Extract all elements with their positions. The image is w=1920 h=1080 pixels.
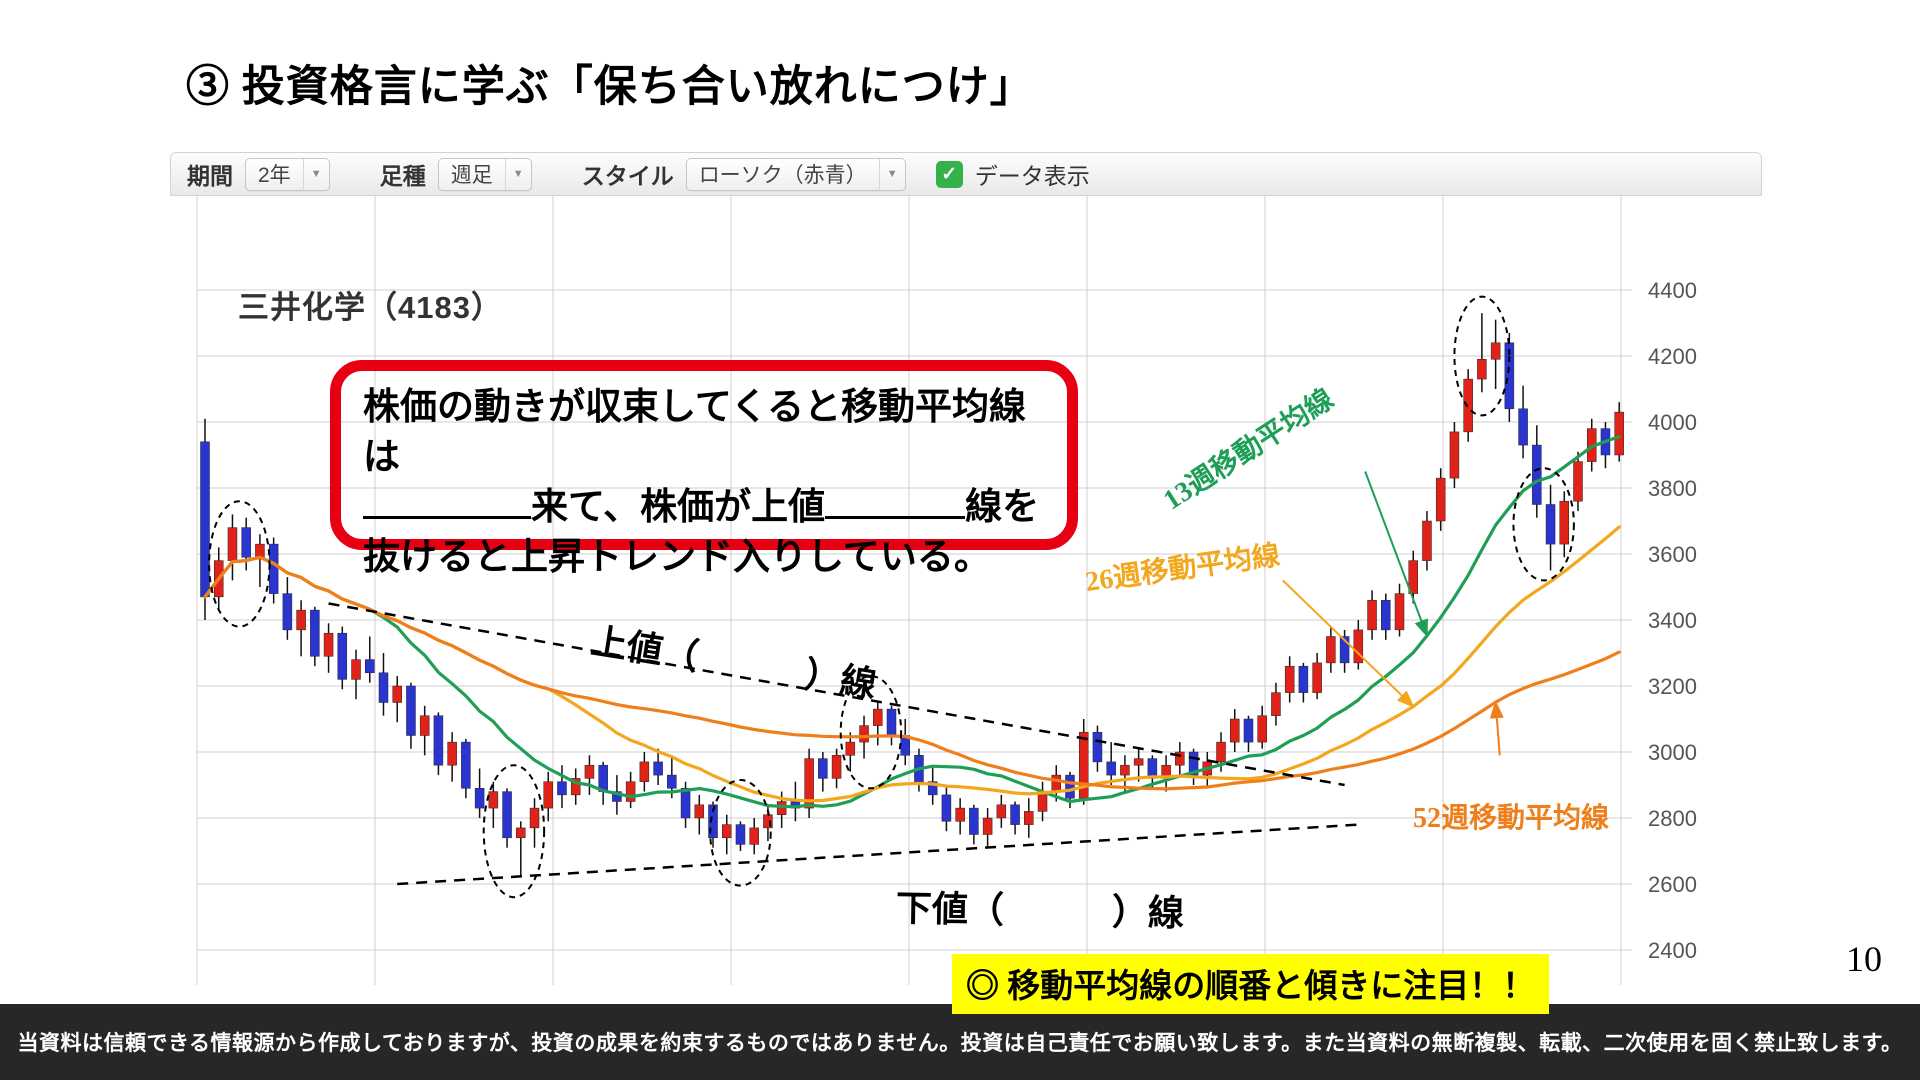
fill-in-line-3: 抜けると上昇トレンド入りしている。 <box>363 537 991 578</box>
highlight-note: ◎ 移動平均線の順番と傾きに注目！！ <box>952 954 1550 1014</box>
period-label: 期間 <box>187 163 233 189</box>
page-number: 10 <box>1846 939 1882 979</box>
data-display-label: データ表示 <box>974 163 1090 189</box>
svg-text:4000: 4000 <box>1648 410 1697 435</box>
fill-in-line-1: 株価の動きが収束してくると移動平均線は <box>363 387 1027 478</box>
bar-type-dropdown[interactable]: 週足 ▼ <box>437 157 532 191</box>
chart-widget: 期間 2年 ▼ 足種 週足 ▼ スタイル ローソク（赤青） ▼ ✓ データ表示 … <box>170 152 1762 1014</box>
y-axis-labels: 2400 2600 2800 3000 3200 3400 3600 3800 4000 4200… <box>1648 278 1697 963</box>
svg-text:3200: 3200 <box>1648 674 1697 699</box>
svg-text:3600: 3600 <box>1648 542 1697 567</box>
ellipse-annotations <box>208 295 1575 899</box>
chevron-down-icon[interactable]: ▼ <box>302 158 329 190</box>
candles <box>200 313 1624 878</box>
fill-in-gap <box>1004 922 1112 924</box>
blank-underline <box>825 485 966 519</box>
period-dropdown[interactable]: 2年 ▼ <box>245 157 330 191</box>
svg-text:3400: 3400 <box>1648 608 1697 633</box>
chevron-down-icon[interactable]: ▼ <box>504 158 531 190</box>
blank-underline <box>363 485 531 519</box>
svg-text:2800: 2800 <box>1648 806 1697 831</box>
candlestick-chart: 2400 2600 2800 3000 3200 3400 3600 3800 4000 4200… <box>196 196 1697 985</box>
footer-disclaimer-bar: 当資料は信頼できる情報源から作成しておりますが、投資の成果を約束するものではあり… <box>0 1004 1920 1080</box>
fill-in-line-2: 来て、株価が上値 線を <box>363 483 1059 533</box>
pointer-arrows <box>1282 471 1504 756</box>
style-label: スタイル <box>581 163 674 189</box>
style-dropdown[interactable]: ローソク（赤青） ▼ <box>685 157 906 191</box>
style-value: ローソク（赤青） <box>698 164 867 187</box>
ma-52 <box>203 555 1621 791</box>
period-value: 2年 <box>258 164 291 187</box>
lower-trendline-label: 下値（ ）線 <box>895 888 1185 934</box>
chevron-down-icon[interactable]: ▼ <box>878 158 905 190</box>
footer-disclaimer-text: 当資料は信頼できる情報源から作成しておりますが、投資の成果を約束するものではあり… <box>17 1032 1903 1055</box>
chart-toolbar: 期間 2年 ▼ 足種 週足 ▼ スタイル ローソク（赤青） ▼ ✓ データ表示 <box>170 152 1762 196</box>
svg-text:4200: 4200 <box>1648 344 1697 369</box>
data-display-checkbox[interactable]: ✓ <box>935 160 963 188</box>
slide-title: ③ 投資格言に学ぶ「保ち合い放れにつけ」 <box>186 64 1034 111</box>
svg-text:3800: 3800 <box>1648 476 1697 501</box>
svg-text:3000: 3000 <box>1648 740 1697 765</box>
bar-type-label: 足種 <box>379 163 426 189</box>
chart-title: 三井化学（4183） <box>238 290 503 325</box>
svg-text:2600: 2600 <box>1648 872 1697 897</box>
bar-type-value: 週足 <box>450 164 493 187</box>
check-icon: ✓ <box>941 163 958 185</box>
svg-text:4400: 4400 <box>1648 278 1697 303</box>
trendlines <box>328 602 1359 886</box>
plot-area: 2400 2600 2800 3000 3200 3400 3600 3800 4000 4200… <box>170 196 1762 1014</box>
fill-in-annotation-box: 株価の動きが収束してくると移動平均線は 来て、株価が上値 線を 抜けると上昇トレン… <box>330 360 1078 578</box>
ma52-label: 52週移動平均線 <box>1413 803 1610 834</box>
svg-text:2400: 2400 <box>1648 938 1697 963</box>
